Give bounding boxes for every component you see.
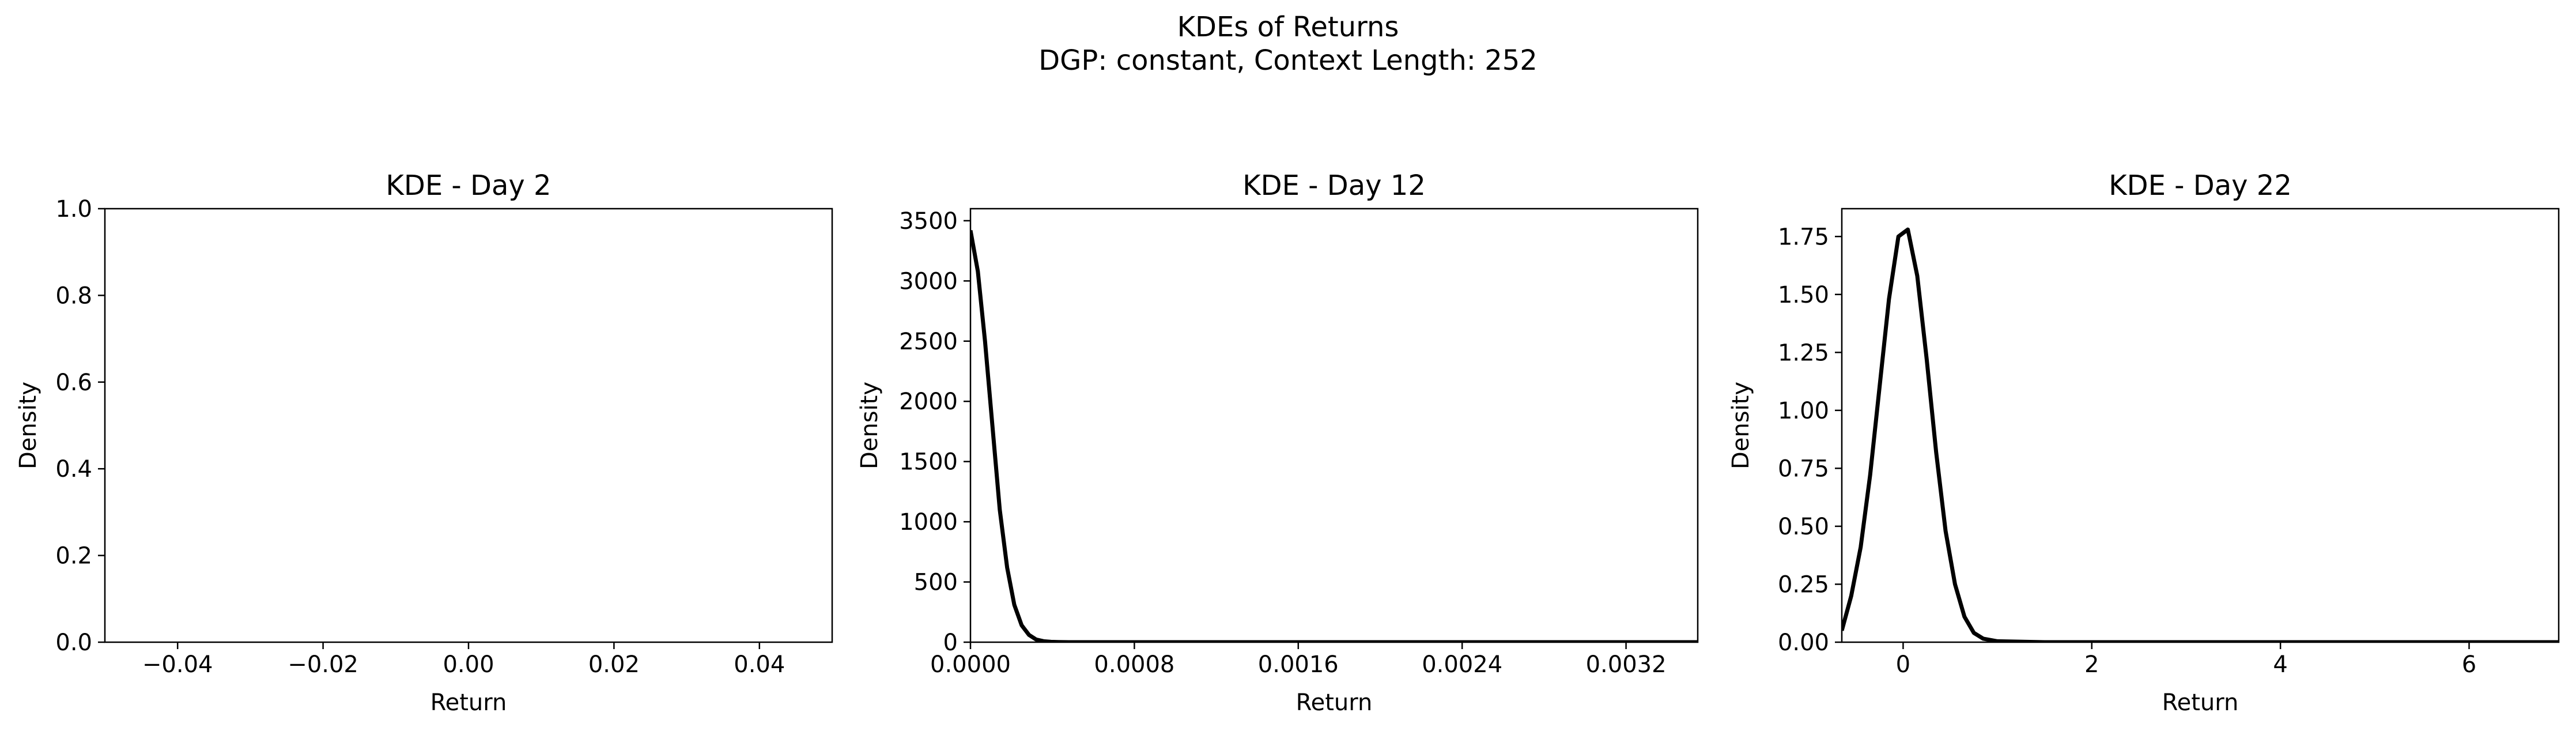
y-tick-label: 0.8 xyxy=(55,282,92,309)
x-tick-label: 0.02 xyxy=(588,651,640,678)
y-tick-label: 0.0 xyxy=(55,630,92,656)
x-tick-label: −0.04 xyxy=(142,651,213,678)
y-tick-label: 2000 xyxy=(899,389,958,415)
x-tick-label: 0.0016 xyxy=(1258,651,1339,678)
x-tick-label: 0.0008 xyxy=(1094,651,1174,678)
y-tick-label: 0 xyxy=(943,630,958,656)
x-tick-label: −0.02 xyxy=(288,651,358,678)
y-tick-label: 0.2 xyxy=(55,543,92,570)
plot-frame xyxy=(1841,208,2560,643)
y-axis-label: Density xyxy=(15,382,41,469)
y-tick-label: 0.25 xyxy=(1778,571,1829,598)
plot-frame xyxy=(969,208,1699,643)
suptitle-line-2: DGP: constant, Context Length: 252 xyxy=(1038,44,1538,77)
y-tick-label: 3500 xyxy=(899,208,958,235)
y-tick-label: 0.4 xyxy=(55,456,92,483)
x-tick-label: 0.0000 xyxy=(930,651,1011,678)
panel-title: KDE - Day 2 xyxy=(386,169,551,202)
x-axis-label: Return xyxy=(1296,689,1373,716)
x-tick-label: 2 xyxy=(2084,651,2099,678)
x-tick-label: 0.0032 xyxy=(1586,651,1667,678)
y-tick-label: 1.25 xyxy=(1778,340,1829,366)
y-tick-label: 0.50 xyxy=(1778,514,1829,540)
x-tick-label: 6 xyxy=(2462,651,2476,678)
x-tick-label: 0.00 xyxy=(443,651,494,678)
y-tick-label: 1.75 xyxy=(1778,224,1829,250)
y-tick-label: 0.00 xyxy=(1778,630,1829,656)
suptitle-line-1: KDEs of Returns xyxy=(1177,11,1399,43)
kde-line-series-1 xyxy=(1842,227,2559,642)
y-tick-label: 1.50 xyxy=(1778,282,1829,308)
x-tick-label: 0.04 xyxy=(734,651,785,678)
y-tick-label: 1500 xyxy=(899,449,958,476)
y-axis-label: Density xyxy=(856,382,883,469)
x-tick-label: 4 xyxy=(2273,651,2287,678)
panel-title: KDE - Day 12 xyxy=(1242,169,1426,202)
y-axis-label: Density xyxy=(1728,382,1754,469)
x-tick-label: 0.0024 xyxy=(1422,651,1502,678)
chart-panel-1: −0.04 −0.02 0.00 0.02 0.04 0.0 0.2 0.4 0.6 0.8 1.0… xyxy=(15,169,833,716)
figure-suptitle: KDEs of Returns DGP: constant, Context L… xyxy=(0,10,2576,77)
y-tick-label: 1.0 xyxy=(55,196,92,223)
x-axis-label: Return xyxy=(430,689,507,716)
kde-line-series-1 xyxy=(970,229,1698,642)
x-axis-label: Return xyxy=(2162,689,2239,716)
y-tick-label: 2500 xyxy=(899,329,958,355)
y-tick-label: 0.75 xyxy=(1778,455,1829,482)
y-tick-label: 1000 xyxy=(899,509,958,536)
y-tick-label: 500 xyxy=(914,570,958,596)
y-tick-label: 1.00 xyxy=(1778,398,1829,424)
panel-title: KDE - Day 22 xyxy=(2109,169,2292,202)
chart-panel-3: 0 2 4 6 0.00 0.25 0.50 0.75 1.00 1.25 1.50 1.75 KDE … xyxy=(1728,169,2560,716)
x-tick-label: 0 xyxy=(1896,651,1910,678)
y-tick-label: 3000 xyxy=(899,268,958,295)
y-tick-label: 0.6 xyxy=(55,370,92,396)
plot-frame xyxy=(104,208,833,643)
chart-panel-2: 0.0000 0.0008 0.0016 0.0024 0.0032 0 500 1000 15… xyxy=(856,169,1699,716)
